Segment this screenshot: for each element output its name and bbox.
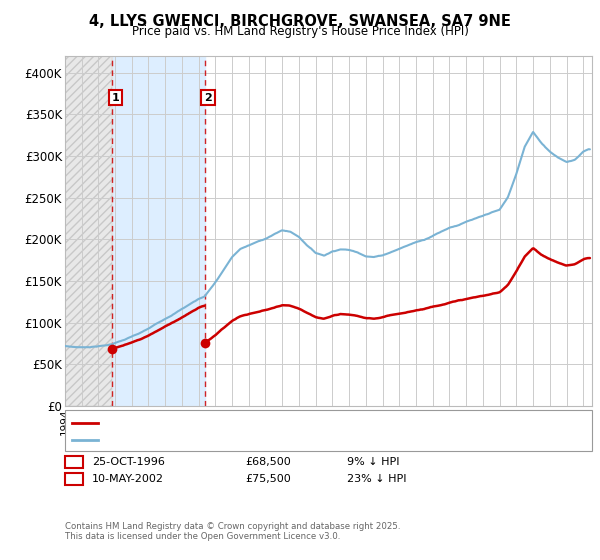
Text: Price paid vs. HM Land Registry's House Price Index (HPI): Price paid vs. HM Land Registry's House … [131,25,469,38]
Text: 10-MAY-2002: 10-MAY-2002 [92,474,164,484]
Text: HPI: Average price, detached house, Swansea: HPI: Average price, detached house, Swan… [102,435,341,445]
Text: £75,500: £75,500 [245,474,290,484]
Text: 4, LLYS GWENCI, BIRCHGROVE, SWANSEA, SA7 9NE: 4, LLYS GWENCI, BIRCHGROVE, SWANSEA, SA7… [89,14,511,29]
Text: 1: 1 [112,92,119,102]
Text: 23% ↓ HPI: 23% ↓ HPI [347,474,406,484]
Text: 4, LLYS GWENCI, BIRCHGROVE, SWANSEA, SA7 9NE (detached house): 4, LLYS GWENCI, BIRCHGROVE, SWANSEA, SA7… [102,418,464,428]
Text: 25-OCT-1996: 25-OCT-1996 [92,457,164,467]
Bar [65,56,112,406]
Bar [112,56,205,406]
Text: 2: 2 [70,472,78,486]
Text: Contains HM Land Registry data © Crown copyright and database right 2025.
This d: Contains HM Land Registry data © Crown c… [65,522,400,542]
Text: 9% ↓ HPI: 9% ↓ HPI [347,457,400,467]
Text: £68,500: £68,500 [245,457,290,467]
Bar [65,56,112,406]
Text: 2: 2 [204,92,212,102]
Text: 1: 1 [70,455,78,469]
